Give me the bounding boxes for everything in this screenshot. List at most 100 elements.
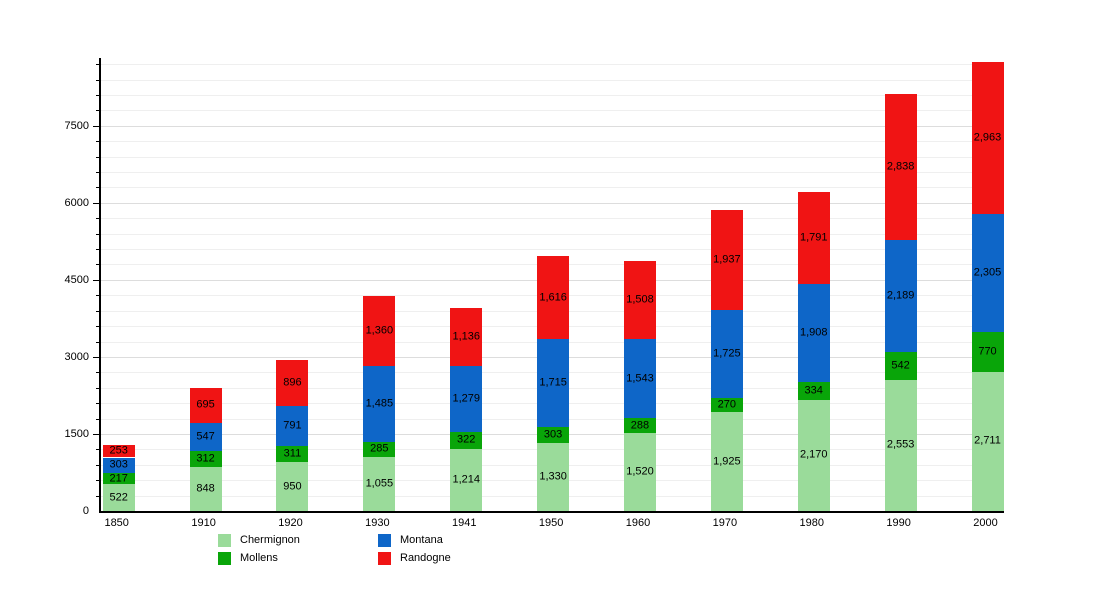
legend-swatch-icon [378, 533, 391, 547]
y-axis-tick [96, 64, 99, 66]
y-axis-tick [96, 403, 99, 405]
y-axis-tick [96, 264, 99, 266]
y-axis-tick [93, 433, 99, 435]
y-axis-tick [96, 94, 99, 96]
y-axis-tick [93, 125, 99, 127]
bar-segment-randogne-1850 [102, 444, 135, 458]
legend-label: Montana [400, 534, 443, 546]
y-axis-tick [96, 172, 99, 174]
bar-segment-chermignon-1920 [276, 462, 309, 511]
bar-segment-mollens-1850 [102, 473, 135, 485]
bar-segment-chermignon-1970 [710, 412, 743, 511]
x-axis-tick-label: 1930 [365, 517, 390, 529]
bar-segment-mollens-1970 [710, 398, 743, 413]
major-gridline [101, 202, 1004, 204]
bar-segment-randogne-1920 [276, 359, 309, 406]
legend-item-mollens: Mollens [218, 549, 378, 567]
bar-segment-montana-1960 [623, 338, 656, 419]
x-axis-tick-label: 1990 [886, 517, 911, 529]
bar-segment-mollens-1950 [537, 427, 570, 443]
bar-segment-randogne-1960 [623, 261, 656, 339]
x-axis-tick-label: 1910 [191, 517, 216, 529]
y-axis-tick-label: 0 [82, 505, 89, 517]
x-axis-tick-label: 1960 [625, 517, 651, 529]
bar-segment-chermignon-1990 [884, 379, 917, 511]
legend-label: Mollens [240, 552, 278, 564]
minor-gridline [101, 187, 1004, 189]
bar-segment-chermignon-1930 [363, 456, 396, 511]
bar-segment-montana-1930 [363, 365, 396, 443]
legend-swatch-icon [218, 533, 231, 547]
major-gridline [101, 125, 1004, 127]
y-axis-tick [93, 279, 99, 281]
y-axis-tick [96, 387, 99, 389]
bar-segment-montana-1941 [450, 366, 483, 433]
x-axis-tick-label: 1970 [712, 517, 738, 529]
bar-segment-mollens-1941 [450, 432, 483, 449]
bar-segment-randogne-1970 [710, 210, 743, 310]
y-axis-tick-label: 1500 [64, 427, 89, 440]
bar-segment-chermignon-1910 [189, 467, 222, 511]
plot-area: 522 217 303 253 848 312 547 695 950 311 791 896 1,05… [93, 58, 1004, 513]
minor-gridline [101, 172, 1004, 174]
bar-segment-chermignon-1941 [450, 448, 483, 511]
bar-segment-montana-2000 [971, 213, 1004, 333]
y-axis-tick [96, 295, 99, 297]
x-axis-tick-label: 1950 [538, 517, 564, 529]
y-axis-tick [96, 372, 99, 374]
bar-segment-randogne-1990 [884, 93, 917, 240]
minor-gridline [101, 94, 1004, 96]
y-axis-tick-label: 6000 [64, 196, 89, 209]
y-axis-tick [96, 480, 99, 482]
y-axis-tick [96, 418, 99, 420]
y-axis-tick [96, 341, 99, 343]
y-axis-tick [96, 156, 99, 158]
bar-segment-chermignon-1850 [102, 484, 135, 511]
y-axis-tick [96, 218, 99, 220]
bar-segment-mollens-1990 [884, 352, 917, 380]
legend-label: Randogne [400, 552, 451, 564]
x-axis-tick-label: 1850 [104, 517, 129, 529]
legend-item-chermignon: Chermignon [218, 531, 378, 549]
bar-segment-montana-1910 [189, 423, 222, 452]
minor-gridline [101, 156, 1004, 158]
bar-segment-randogne-1941 [450, 308, 483, 367]
bar-segment-mollens-1980 [797, 382, 830, 400]
bar-segment-randogne-1980 [797, 192, 830, 285]
minor-gridline [101, 249, 1004, 251]
y-axis-tick [96, 233, 99, 235]
y-axis-tick [96, 141, 99, 143]
y-axis-tick [93, 356, 99, 358]
legend-item-randogne: Randogne [378, 549, 538, 567]
minor-gridline [101, 64, 1004, 66]
bar-segment-chermignon-1980 [797, 399, 830, 511]
y-axis-tick-label: 3000 [64, 350, 89, 363]
bar-segment-montana-1850 [102, 457, 135, 474]
x-axis-tick-label: 1980 [799, 517, 824, 529]
bar-segment-mollens-2000 [971, 332, 1004, 372]
minor-gridline [101, 110, 1004, 112]
y-axis-tick [96, 249, 99, 251]
bar-segment-montana-1920 [276, 405, 309, 447]
y-axis-tick [96, 110, 99, 112]
bar-segment-montana-1980 [797, 284, 830, 383]
x-axis-tick-label: 1941 [451, 517, 477, 529]
y-axis-tick [96, 79, 99, 81]
y-axis-tick [96, 495, 99, 497]
legend-swatch-icon [218, 551, 231, 565]
y-axis-tick [96, 464, 99, 466]
bar-segment-randogne-1930 [363, 296, 396, 366]
chart-legend: Chermignon Mollens Montana Randogne [218, 531, 538, 567]
legend-label: Chermignon [240, 534, 300, 546]
bar-segment-montana-1950 [537, 339, 570, 428]
minor-gridline [101, 79, 1004, 81]
bar-segment-montana-1990 [884, 239, 917, 353]
bar-segment-mollens-1930 [363, 442, 396, 457]
bar-segment-chermignon-1960 [623, 432, 656, 511]
bar-segment-mollens-1920 [276, 446, 309, 463]
y-axis-tick [96, 310, 99, 312]
bar-segment-montana-1970 [710, 309, 743, 399]
legend-swatch-icon [378, 551, 391, 565]
minor-gridline [101, 141, 1004, 143]
